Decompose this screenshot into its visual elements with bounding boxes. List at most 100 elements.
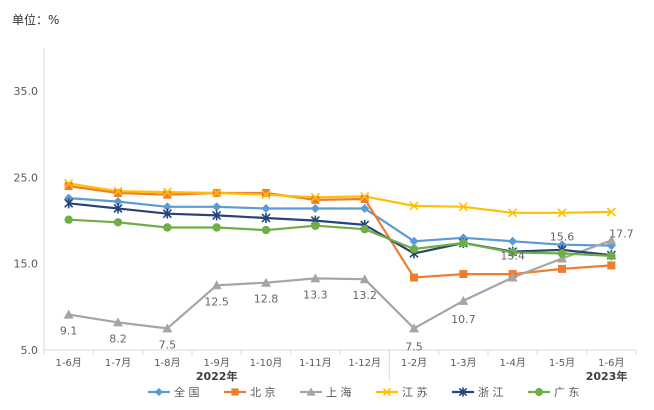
legend: 全 国北 京上 海江 苏浙 江广 东 xyxy=(148,385,580,399)
data-point xyxy=(262,188,270,197)
data-point xyxy=(508,208,518,218)
x-tick-label: 1-9月 xyxy=(203,357,229,369)
legend-label: 江 苏 xyxy=(402,386,428,399)
legend-marker xyxy=(306,387,316,396)
x-tick-label: 1-6月 xyxy=(598,357,624,369)
x-tick-label: 1-10月 xyxy=(250,357,283,369)
data-label: 10.7 xyxy=(451,313,476,326)
legend-label: 广 东 xyxy=(554,386,580,399)
data-point xyxy=(63,309,74,319)
x-tick-label: 1-5月 xyxy=(549,357,575,369)
y-tick-label: 15.0 xyxy=(14,258,39,271)
data-point xyxy=(360,225,369,234)
year-label: 2022年 xyxy=(196,369,238,383)
data-point xyxy=(64,198,74,209)
data-point xyxy=(557,249,567,258)
data-label: 13.3 xyxy=(303,288,328,301)
legend-marker xyxy=(458,387,468,397)
data-point xyxy=(459,238,468,248)
data-label: 7.5 xyxy=(159,338,177,351)
series-line xyxy=(68,239,612,330)
data-point xyxy=(557,208,567,218)
series-line xyxy=(68,202,612,257)
data-point xyxy=(212,202,222,212)
x-tick-label: 1-12月 xyxy=(348,357,381,369)
data-label: 12.5 xyxy=(204,295,229,308)
data-label: 13.4 xyxy=(500,250,525,263)
data-point xyxy=(162,208,172,219)
y-tick-label: 5.0 xyxy=(21,344,39,357)
data-point xyxy=(162,202,172,212)
data-point xyxy=(310,192,320,202)
data-point xyxy=(212,223,221,232)
data-point xyxy=(558,264,566,273)
legend-marker xyxy=(231,388,239,396)
data-point xyxy=(114,188,122,197)
data-point xyxy=(310,273,321,283)
data-point xyxy=(162,187,172,197)
data-point xyxy=(507,272,518,282)
x-tick-label: 1-6月 xyxy=(55,357,81,369)
x-tick-label: 1-11月 xyxy=(299,357,332,369)
data-point xyxy=(261,225,271,235)
data-label: 7.5 xyxy=(405,340,423,353)
axes: 5.0 15.0 25.0 35.0 1-6月 1-7月 1-8月 1-9月 1-10月 1-11… xyxy=(14,48,637,383)
data-point xyxy=(113,317,123,327)
series-line xyxy=(68,182,612,214)
data-point xyxy=(163,190,172,199)
data-point xyxy=(211,280,222,290)
data-point xyxy=(310,203,320,213)
data-label: 15.6 xyxy=(550,231,575,244)
legend-marker xyxy=(535,388,543,396)
data-point xyxy=(261,212,271,223)
data-point xyxy=(360,203,370,213)
data-point xyxy=(557,253,567,263)
data-labels: 9.1 8.2 7.5 12.5 12.8 13.3 13.2 7.5 10.7 13.4 15.6… xyxy=(60,227,634,353)
data-point xyxy=(409,244,419,254)
data-point xyxy=(64,182,73,191)
x-tick-label: 1-7月 xyxy=(105,357,131,369)
data-point xyxy=(360,191,370,201)
data-point xyxy=(606,235,617,245)
series-line xyxy=(68,218,612,257)
data-point xyxy=(508,236,518,246)
data-label: 13.2 xyxy=(352,289,377,302)
data-point xyxy=(311,221,320,230)
x-tick-label: 1-8月 xyxy=(154,357,180,369)
legend-marker xyxy=(382,387,392,397)
data-point xyxy=(212,210,222,221)
data-point xyxy=(113,218,123,227)
data-point xyxy=(508,248,517,257)
data-point xyxy=(409,323,419,333)
data-point xyxy=(607,261,616,270)
x-tick-label: 1-4月 xyxy=(499,357,525,369)
x-tick-label: 1-3月 xyxy=(450,357,476,369)
series-line xyxy=(68,197,612,247)
year-label: 2023年 xyxy=(586,369,628,383)
data-point xyxy=(607,251,616,261)
legend-label: 上 海 xyxy=(326,385,352,399)
data-point xyxy=(458,295,469,305)
legend-label: 北 京 xyxy=(250,385,276,399)
series-line xyxy=(68,185,612,279)
data-label: 12.8 xyxy=(254,293,279,306)
data-point xyxy=(359,274,370,284)
data-point xyxy=(113,186,123,196)
y-tick-label: 25.0 xyxy=(14,171,39,184)
legend-label: 浙 江 xyxy=(478,386,504,399)
data-point xyxy=(113,203,123,214)
data-point xyxy=(261,203,271,213)
data-point xyxy=(606,207,616,217)
data-point xyxy=(64,215,73,224)
data-point xyxy=(212,188,222,198)
data-label: 8.2 xyxy=(109,332,127,345)
data-point xyxy=(360,195,369,203)
data-point xyxy=(261,190,271,200)
data-point xyxy=(261,277,271,287)
data-point xyxy=(409,236,419,246)
data-label: 17.7 xyxy=(609,227,634,240)
data-point xyxy=(458,202,468,212)
data-point xyxy=(410,273,418,282)
unit-label: 单位：% xyxy=(12,12,59,27)
